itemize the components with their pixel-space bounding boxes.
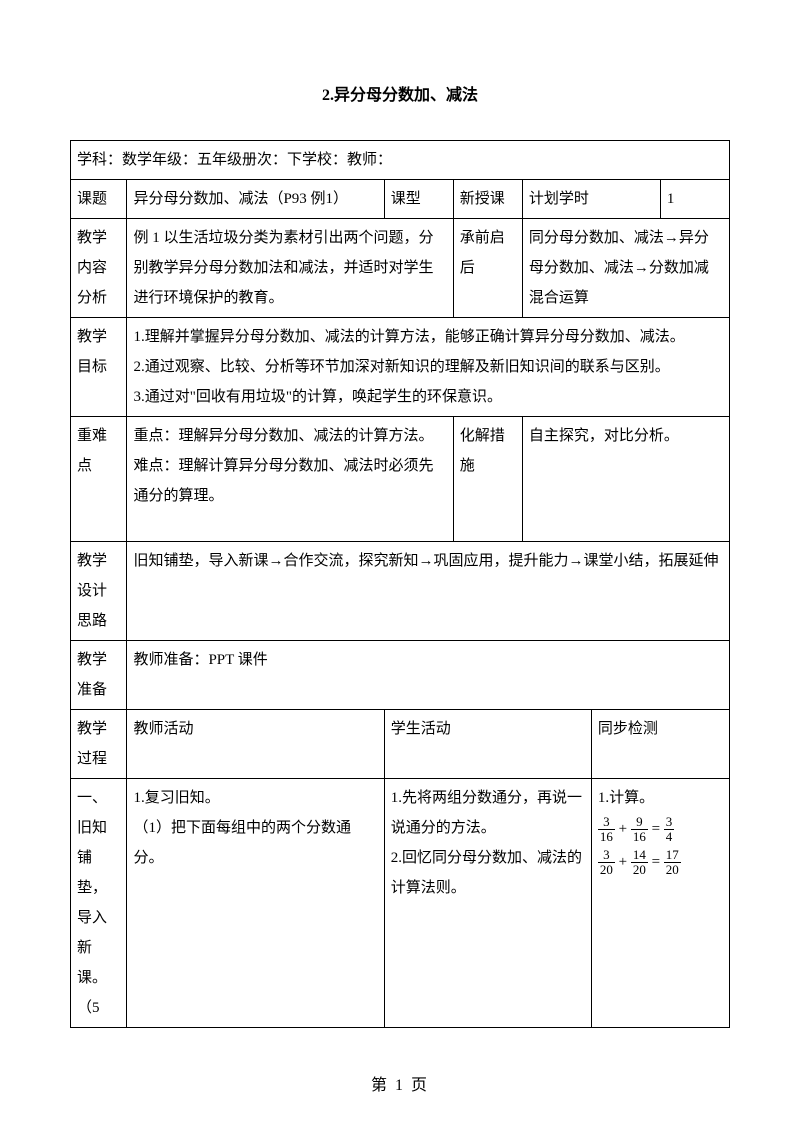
label-zhunbei: 教学准备 [71, 641, 127, 710]
table-row: 教学目标 1.理解并掌握异分母分数加、减法的计算方法，能够正确计算异分母分数加、… [71, 318, 730, 417]
label-neirong: 教学内容分析 [71, 219, 127, 318]
label-kexing: 课型 [384, 180, 453, 219]
hdr-jiance: 同步检测 [591, 710, 729, 779]
table-row: 学科：数学年级：五年级册次：下学校：教师： [71, 141, 730, 180]
val-kexing: 新授课 [453, 180, 522, 219]
val-keti: 异分母分数加、减法（P93 例1） [127, 180, 384, 219]
val-zhunbei: 教师准备：PPT 课件 [127, 641, 730, 710]
val-silu: 旧知铺垫，导入新课→合作交流，探究新知→巩固应用，提升能力→课堂小结，拓展延伸 [127, 542, 730, 641]
val-neirong: 例 1 以生活垃圾分类为素材引出两个问题，分别教学异分母分数加法和减法，并适时对… [127, 219, 453, 318]
equation-2: 320 + 1420 = 1720 [598, 846, 723, 879]
teacher-activity: 1.复习旧知。 （1）把下面每组中的两个分数通分。 [127, 779, 384, 1028]
label-keti: 课题 [71, 180, 127, 219]
sync-test: 1.计算。 316 + 916 = 34 320 + 1420 = 1720 [591, 779, 729, 1028]
val-chengqian: 同分母分数加、减法→异分母分数加、减法→分数加减混合运算 [522, 219, 729, 318]
val-xueshi: 1 [660, 180, 729, 219]
label-chengqian: 承前启后 [453, 219, 522, 318]
step-label: 一、旧知铺垫，导入新课。（5 [71, 779, 127, 1028]
label-nandian: 重难点 [71, 417, 127, 542]
label-mubiao: 教学目标 [71, 318, 127, 417]
table-row: 课题 异分母分数加、减法（P93 例1） 课型 新授课 计划学时 1 [71, 180, 730, 219]
table-row: 教学准备 教师准备：PPT 课件 [71, 641, 730, 710]
label-xueshi: 计划学时 [522, 180, 660, 219]
table-row: 教学内容分析 例 1 以生活垃圾分类为素材引出两个问题，分别教学异分母分数加法和… [71, 219, 730, 318]
table-row: 重难点 重点：理解异分母分数加、减法的计算方法。 难点：理解计算异分母分数加、减… [71, 417, 730, 542]
header-info: 学科：数学年级：五年级册次：下学校：教师： [71, 141, 730, 180]
label-silu: 教学设计思路 [71, 542, 127, 641]
val-mubiao: 1.理解并掌握异分母分数加、减法的计算方法，能够正确计算异分母分数加、减法。 2… [127, 318, 730, 417]
calc-label: 1.计算。 [598, 790, 654, 806]
table-row: 一、旧知铺垫，导入新课。（5 1.复习旧知。 （1）把下面每组中的两个分数通分。… [71, 779, 730, 1028]
table-row: 教学设计思路 旧知铺垫，导入新课→合作交流，探究新知→巩固应用，提升能力→课堂小… [71, 542, 730, 641]
val-huajie: 自主探究，对比分析。 [522, 417, 729, 542]
hdr-xuesheng: 学生活动 [384, 710, 591, 779]
table-row: 教学过程 教师活动 学生活动 同步检测 [71, 710, 730, 779]
student-activity: 1.先将两组分数通分，再说一说通分的方法。 2.回忆同分母分数加、减法的计算法则… [384, 779, 591, 1028]
doc-title: 2.异分母分数加、减法 [70, 80, 730, 112]
val-nandian: 重点：理解异分母分数加、减法的计算方法。 难点：理解计算异分母分数加、减法时必须… [127, 417, 453, 542]
label-huajie: 化解措施 [453, 417, 522, 542]
equation-1: 316 + 916 = 34 [598, 813, 723, 846]
label-guocheng: 教学过程 [71, 710, 127, 779]
hdr-jiaoshi: 教师活动 [127, 710, 384, 779]
lesson-plan-table: 学科：数学年级：五年级册次：下学校：教师： 课题 异分母分数加、减法（P93 例… [70, 140, 730, 1028]
page-number: 第 1 页 [0, 1070, 800, 1102]
